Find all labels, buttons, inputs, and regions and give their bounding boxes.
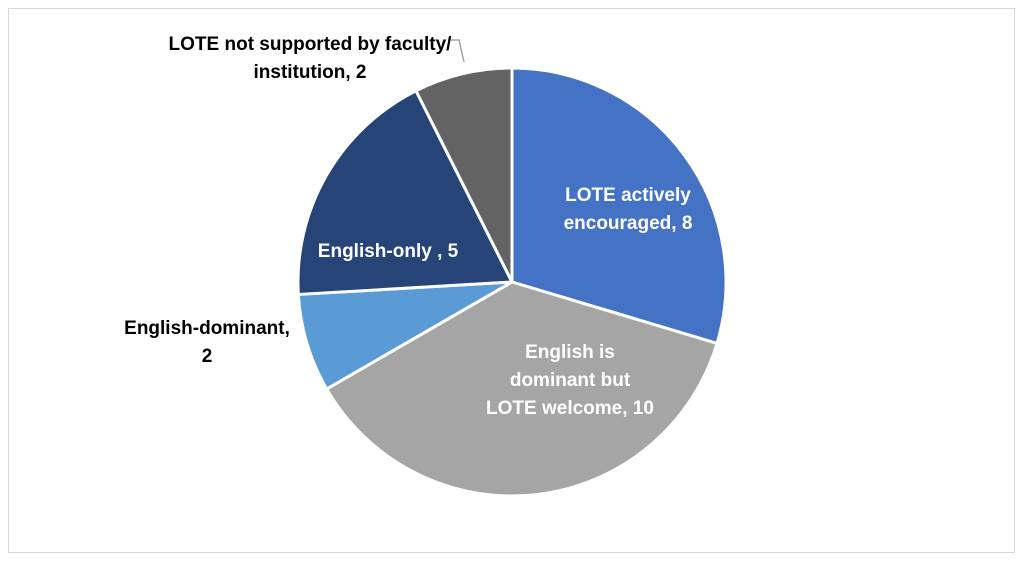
pie-slice-3 <box>296 280 514 391</box>
slice-label-line: encouraged, 8 <box>564 213 693 234</box>
slice-label-line: LOTE not supported by faculty/ <box>169 34 453 55</box>
slice-labels: LOTE actively encouraged, 8 English is domi… <box>124 34 692 419</box>
slice-label-5: LOTE not supported by faculty/institutio… <box>169 34 453 83</box>
slice-label-line: English-dominant, <box>124 318 290 339</box>
slice-label-3: English-dominant, 2 <box>124 318 290 367</box>
label-connector <box>448 39 465 63</box>
pie-slices <box>296 66 728 498</box>
pie-slice-5 <box>414 66 514 284</box>
slice-label-line: English-only , 5 <box>318 241 459 262</box>
slice-label-line: LOTE actively <box>565 185 691 206</box>
slice-label-line: institution, 2 <box>254 62 367 83</box>
pie-slice-4 <box>296 89 514 296</box>
slice-label-line: 2 <box>202 346 213 367</box>
slice-label-1: LOTE actively encouraged, 8 <box>564 185 693 234</box>
pie-slice-2 <box>325 280 719 498</box>
slice-label-line: English is <box>525 342 615 363</box>
slice-label-4: English-only , 5 <box>318 241 459 262</box>
slice-label-2: English is dominant but LOTE welcome, 10 <box>486 342 654 419</box>
pie-slice-1 <box>510 66 728 345</box>
slice-label-line: LOTE welcome, 10 <box>486 398 654 419</box>
slice-label-line: dominant but <box>510 370 631 391</box>
